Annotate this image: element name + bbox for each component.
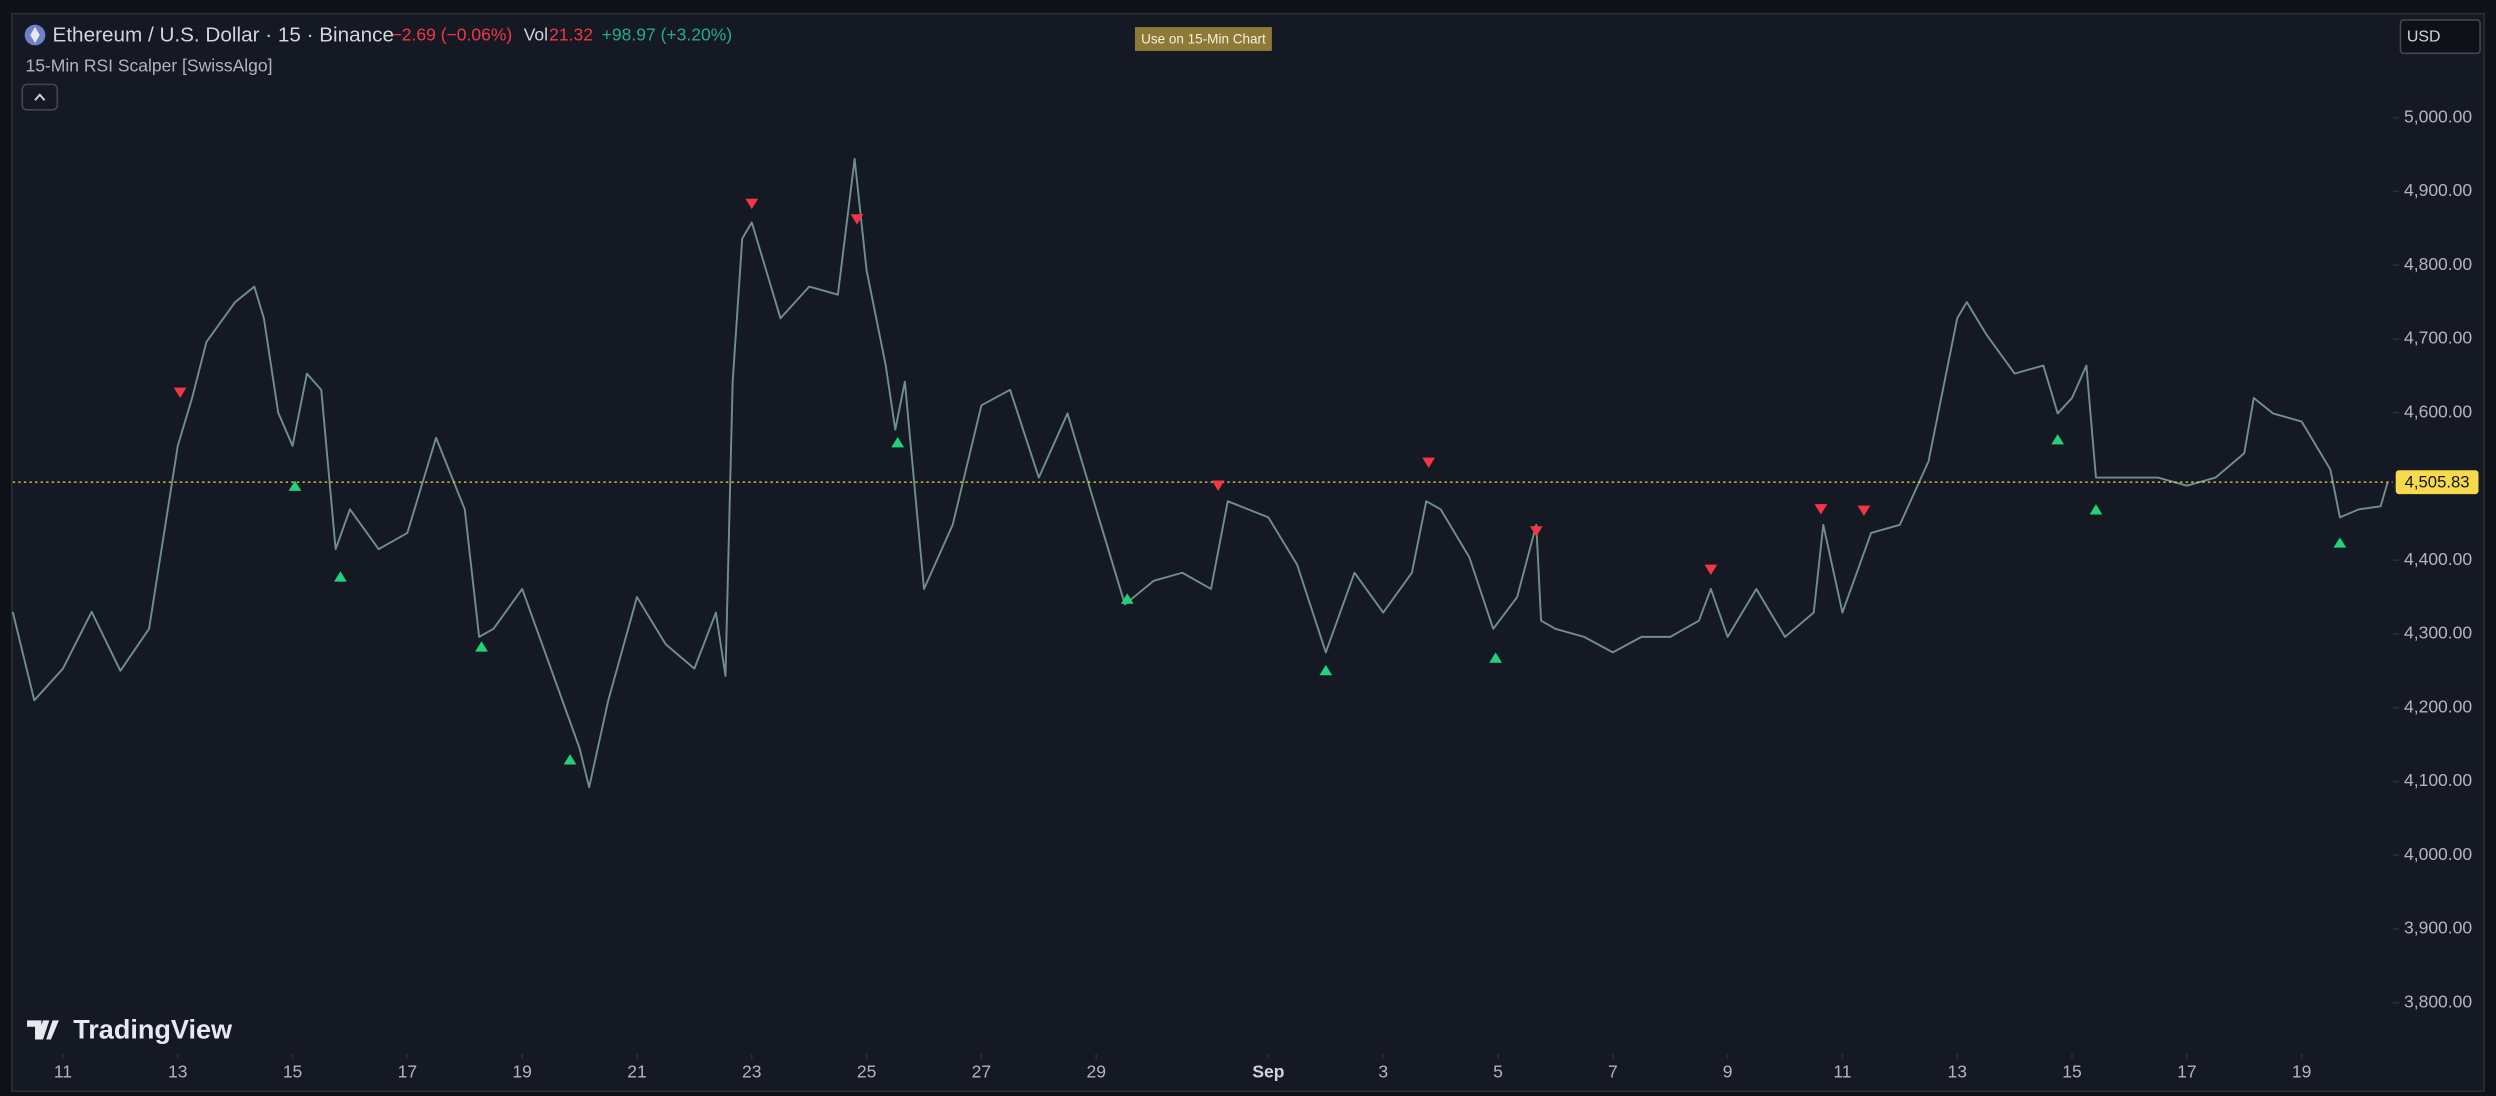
x-tick-label: 15 <box>283 1062 302 1082</box>
buy-signal <box>288 480 302 491</box>
y-tick-label: 4,900.00 <box>2404 180 2472 200</box>
x-tick-label: 17 <box>398 1062 417 1082</box>
buy-signal <box>334 571 347 582</box>
y-tick-label: 4,100.00 <box>2404 770 2472 790</box>
x-tick-label: Sep <box>1252 1062 1284 1082</box>
x-tick-label: 9 <box>1723 1062 1733 1082</box>
price-line <box>11 158 2389 789</box>
last-price-label: 4,505.83 <box>2405 472 2470 491</box>
y-tick-label: 4,700.00 <box>2404 328 2472 348</box>
currency-selector[interactable] <box>2399 19 2481 55</box>
sell-signal <box>1814 504 1828 515</box>
x-tick-label: 23 <box>742 1062 761 1082</box>
buy-signal <box>475 641 488 652</box>
buy-signal <box>2051 434 2065 445</box>
x-tick-label: 7 <box>1608 1062 1618 1082</box>
sell-signal <box>1857 505 1871 516</box>
y-tick-label: 3,900.00 <box>2404 918 2472 938</box>
x-tick-label: 3 <box>1378 1062 1388 1082</box>
x-tick-label: 13 <box>168 1062 187 1082</box>
collapse-icon <box>34 93 46 101</box>
badge <box>1134 27 1272 51</box>
buy-signal <box>1120 593 1134 604</box>
sell-signal <box>173 387 187 398</box>
period-change: +98.97 (+3.20%) <box>602 24 732 44</box>
x-tick-label: 13 <box>1947 1062 1966 1082</box>
sell-signal <box>745 198 759 210</box>
buy-signal <box>2089 504 2103 515</box>
volume: 21.32 <box>549 24 593 44</box>
y-tick-label: 5,000.00 <box>2404 106 2472 126</box>
change: −2.69 (−0.06%) <box>392 24 513 44</box>
x-tick-label: 25 <box>857 1062 876 1082</box>
x-tick-label: 21 <box>627 1062 646 1082</box>
buy-signal <box>891 437 905 448</box>
y-tick-label: 4,800.00 <box>2404 254 2472 274</box>
y-tick-label: 4,000.00 <box>2404 844 2472 864</box>
brand: TradingView <box>73 1015 233 1045</box>
indicator-name: 15-Min RSI Scalper [SwissAlgo] <box>25 55 272 75</box>
x-tick-label: 17 <box>2177 1062 2196 1082</box>
sell-signal <box>1704 564 1718 575</box>
sell-signal <box>1529 526 1543 537</box>
sell-signal <box>1211 480 1225 491</box>
buy-signal <box>2333 537 2347 548</box>
x-tick-label: 19 <box>2292 1062 2311 1082</box>
chart-panel <box>11 12 2485 1093</box>
sell-signal <box>850 214 864 225</box>
buy-signal <box>1319 664 1333 676</box>
symbol-icon-glyph <box>30 27 40 43</box>
x-tick-label: 15 <box>2062 1062 2081 1082</box>
x-tick-label: 11 <box>54 1062 72 1082</box>
collapse-button[interactable] <box>21 83 59 111</box>
symbol-title: Ethereum / U.S. Dollar · 15 · Binance <box>53 23 394 46</box>
y-tick-label: 4,400.00 <box>2404 549 2472 569</box>
y-tick-label: 3,800.00 <box>2404 991 2472 1011</box>
x-tick-label: 19 <box>512 1062 531 1082</box>
badge-text: Use on 15-Min Chart <box>1141 31 1266 46</box>
buy-signal <box>563 754 577 765</box>
y-tick-label: 4,600.00 <box>2404 401 2472 421</box>
brand-logo <box>27 1020 59 1040</box>
x-tick-label: 11 <box>1833 1062 1851 1082</box>
volume-label: Vol <box>524 24 548 44</box>
y-tick-label: 4,300.00 <box>2404 623 2472 643</box>
plot-area <box>11 158 2389 789</box>
y-tick-label: 4,200.00 <box>2404 696 2472 716</box>
x-tick-label: 27 <box>972 1062 991 1082</box>
x-tick-label: 5 <box>1493 1062 1503 1082</box>
buy-signal <box>1489 652 1502 663</box>
sell-signal <box>1422 457 1436 469</box>
x-tick-label: 29 <box>1086 1062 1105 1082</box>
currency: USD <box>2407 29 2441 46</box>
last-price-box <box>2395 470 2479 495</box>
